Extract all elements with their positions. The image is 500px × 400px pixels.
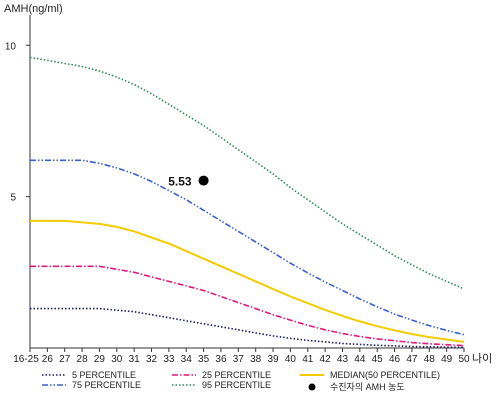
series-line-median-50-percentile-: [30, 219, 465, 343]
series-line-95-percentile: [29, 56, 465, 290]
series-line-5-percentile: [30, 307, 465, 349]
x-tick-label: 46: [389, 354, 401, 365]
x-tick-label: 35: [198, 354, 210, 365]
legend: 5 PERCENTILE 25 PERCENTILE MEDIAN(50 PERCE…: [42, 370, 440, 392]
x-tick-label: 49: [441, 354, 453, 365]
series-line-25-percentile: [30, 265, 465, 347]
legend-label: 수진자의 AMH 농도: [330, 382, 405, 392]
series-layer: [29, 56, 465, 349]
y-tick-label: 10: [5, 41, 17, 52]
x-tick-label: 40: [285, 354, 297, 365]
legend-point-swatch: [308, 383, 316, 391]
x-axis-title: 나이: [472, 352, 492, 365]
x-tick-label: 39: [267, 354, 279, 365]
x-tick-label: 50: [458, 354, 470, 365]
x-tick-label: 42: [320, 354, 332, 365]
x-tick-label: 38: [250, 354, 262, 365]
x-tick-label: 43: [337, 354, 349, 365]
x-tick-label: 26: [42, 354, 54, 365]
x-tick-label: 47: [406, 354, 418, 365]
points-layer: 5.53: [168, 175, 209, 189]
x-tick-label: 33: [163, 354, 175, 365]
x-tick-label: 32: [146, 354, 158, 365]
x-tick-label: 28: [77, 354, 89, 365]
x-tick-label: 29: [94, 354, 106, 365]
x-tick-label: 48: [424, 354, 436, 365]
x-tick-label: 30: [111, 354, 123, 365]
legend-label: 5 PERCENTILE: [72, 370, 136, 380]
x-tick-label: 45: [372, 354, 384, 365]
x-tick-label: 36: [215, 354, 227, 365]
legend-label: 95 PERCENTILE: [202, 380, 271, 390]
legend-label: 25 PERCENTILE: [202, 370, 271, 380]
x-tick-label: 27: [59, 354, 71, 365]
x-tick-label: 44: [354, 354, 366, 365]
axes: 5 10 AMH(ng/ml) 16-25 26 27 28 29 30 31 32 33 34 35 36…: [4, 3, 492, 365]
patient-amh-point: [198, 175, 209, 186]
x-tick-label: 34: [181, 354, 193, 365]
legend-label: 75 PERCENTILE: [72, 380, 141, 390]
legend-label: MEDIAN(50 PERCENTILE): [330, 370, 440, 380]
x-tick-label: 31: [129, 354, 141, 365]
x-tick-label: 37: [233, 354, 245, 365]
y-axis-title: AMH(ng/ml): [4, 3, 63, 15]
patient-amh-value-label: 5.53: [168, 175, 192, 189]
y-tick-label: 5: [10, 193, 16, 204]
series-line-75-percentile: [30, 159, 465, 336]
x-tick-label: 41: [302, 354, 314, 365]
x-tick-label: 16-25: [13, 354, 39, 365]
